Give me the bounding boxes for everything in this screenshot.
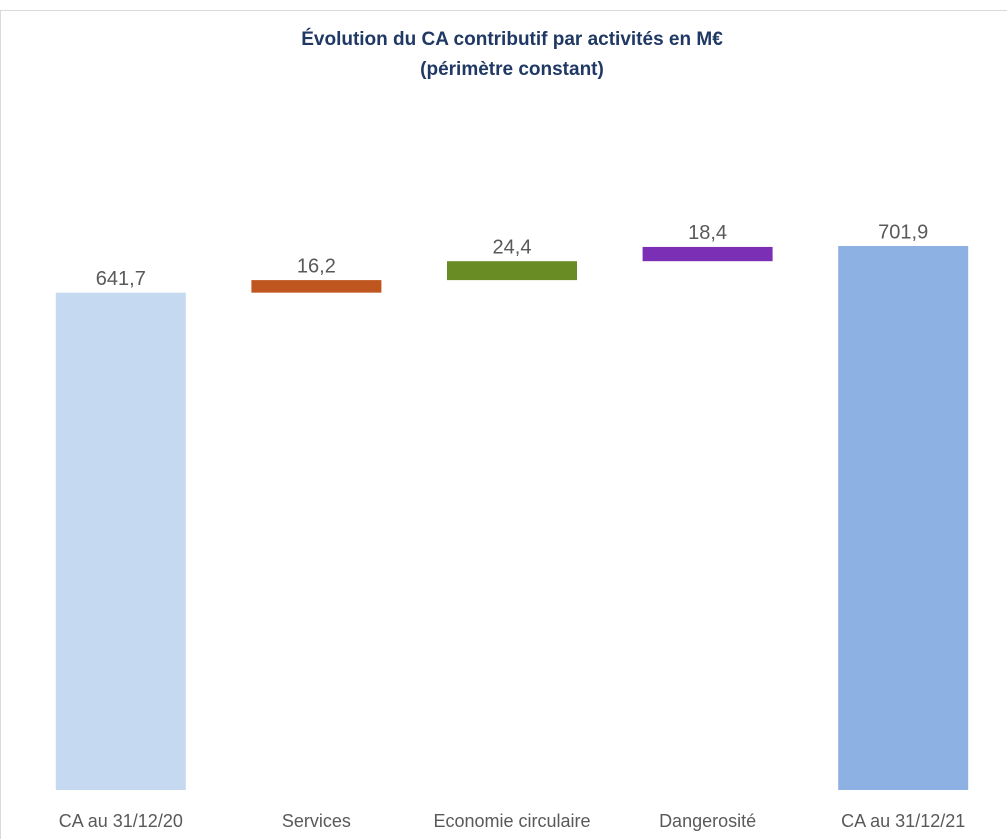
value-label: 24,4 (493, 236, 532, 258)
x-tick-label: CA au 31/12/20 (59, 811, 183, 831)
delta-bar (447, 261, 577, 281)
delta-bar (642, 246, 773, 262)
value-label: 16,2 (297, 255, 336, 277)
x-tick-label: Services (282, 811, 351, 831)
value-label: 18,4 (688, 222, 727, 244)
chart-frame (0, 10, 1007, 839)
total-bar (55, 292, 186, 790)
x-tick-label: Dangerosité (659, 811, 756, 831)
chart-title: Évolution du CA contributif par activité… (301, 28, 723, 50)
chart-subtitle: (périmètre constant) (420, 59, 604, 80)
delta-bar (251, 280, 382, 293)
x-tick-label: CA au 31/12/21 (841, 811, 965, 831)
value-label: 701,9 (878, 221, 928, 243)
x-tick-label: Economie circulaire (433, 811, 590, 831)
total-bar (838, 246, 969, 790)
value-label: 641,7 (96, 268, 146, 290)
